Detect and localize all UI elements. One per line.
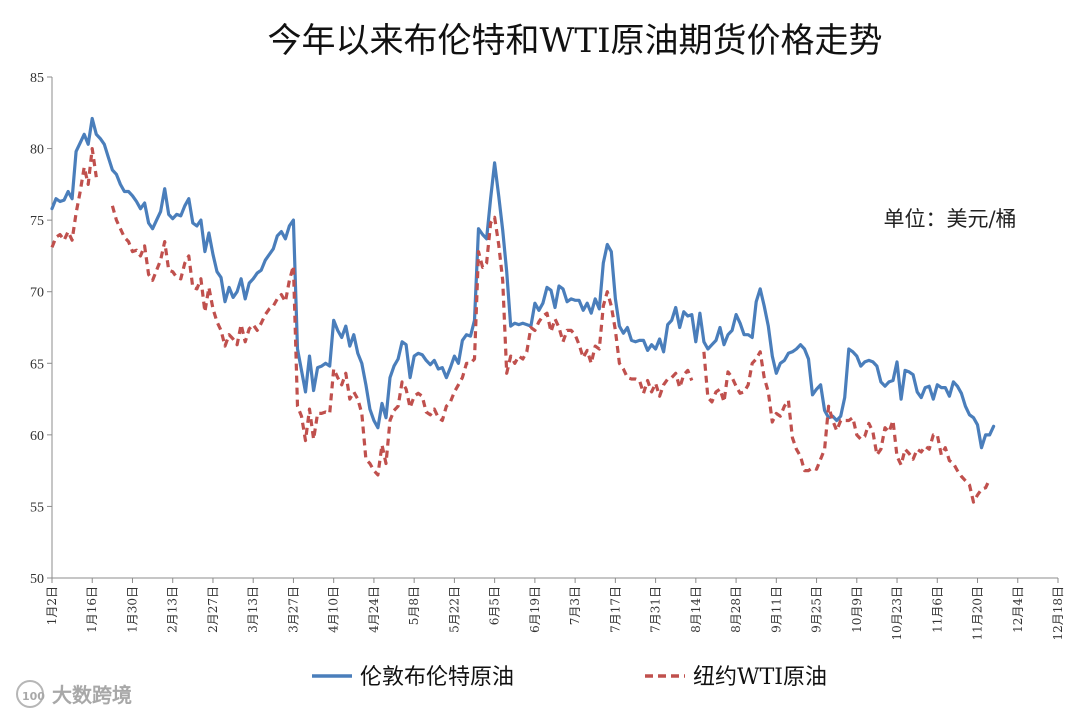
x-tick-label: 7月17日 — [608, 586, 622, 633]
x-tick-label: 4月24日 — [367, 586, 381, 633]
x-tick-label: 5月22日 — [447, 586, 461, 633]
x-tick-label: 6月5日 — [488, 586, 502, 625]
series-line-brent — [50, 116, 996, 450]
x-tick-label: 4月10日 — [327, 586, 341, 633]
x-tick-label: 12月18日 — [1051, 586, 1065, 641]
series-layer — [50, 116, 996, 504]
x-tick-label: 3月27日 — [286, 586, 300, 633]
unit-label: 单位：美元/桶 — [883, 207, 1016, 231]
x-tick-label: 1月2日 — [45, 586, 59, 625]
y-tick-label: 80 — [30, 143, 44, 158]
x-tick-label: 7月31日 — [649, 586, 663, 633]
x-tick-label: 10月23日 — [890, 586, 904, 641]
x-tick-label: 1月16日 — [85, 586, 99, 633]
x-tick-label: 6月19日 — [528, 586, 542, 633]
x-tick-label: 8月28日 — [729, 586, 743, 633]
legend-item-wti: 纽约WTI原油 — [645, 665, 827, 690]
y-tick-label: 60 — [30, 429, 44, 444]
x-tick-label: 3月13日 — [246, 586, 260, 633]
legend-label-brent: 伦敦布伦特原油 — [360, 665, 514, 690]
watermark-logo-text: 100 — [22, 690, 45, 703]
x-tick-label: 1月30日 — [125, 586, 139, 633]
x-axis: 1月2日 1月16日 1月30日 2月13日 2月27日 3月13日 3月27日 4月10日 4… — [45, 577, 1065, 641]
legend-item-brent: 伦敦布伦特原油 — [312, 665, 514, 690]
y-axis: 50 55 60 65 70 75 80 85 — [30, 71, 53, 587]
series-line-wti — [50, 147, 992, 504]
y-tick-label: 65 — [30, 357, 44, 372]
x-tick-label: 2月13日 — [166, 586, 180, 633]
x-tick-label: 10月9日 — [850, 586, 864, 633]
x-tick-label: 5月8日 — [407, 586, 421, 625]
plot-area: 50 55 60 65 70 75 80 85 1月2日 1月16日 1月30日 2月13日 2月27… — [30, 71, 1065, 641]
x-tick-label: 9月25日 — [810, 586, 824, 633]
x-tick-label: 11月6日 — [930, 586, 944, 633]
legend-label-wti: 纽约WTI原油 — [693, 665, 827, 690]
x-tick-label: 2月27日 — [206, 586, 220, 633]
y-tick-label: 70 — [30, 286, 44, 301]
y-tick-label: 55 — [30, 500, 44, 515]
y-tick-label: 75 — [30, 214, 44, 229]
watermark-logo-icon — [16, 680, 44, 708]
x-tick-label: 7月3日 — [568, 586, 582, 625]
y-tick-label: 85 — [30, 71, 44, 86]
chart-title: 今年以来布伦特和WTI原油期货价格走势 — [267, 21, 882, 61]
y-tick-label: 50 — [30, 572, 44, 587]
x-tick-label: 11月20日 — [971, 586, 985, 641]
watermark: 100 大数跨境 — [16, 680, 132, 708]
legend: 伦敦布伦特原油 纽约WTI原油 — [312, 665, 827, 690]
watermark-text: 大数跨境 — [52, 683, 132, 707]
x-tick-label: 9月11日 — [769, 586, 783, 633]
x-tick-label: 12月4日 — [1011, 586, 1025, 633]
x-tick-label: 8月14日 — [689, 586, 703, 633]
